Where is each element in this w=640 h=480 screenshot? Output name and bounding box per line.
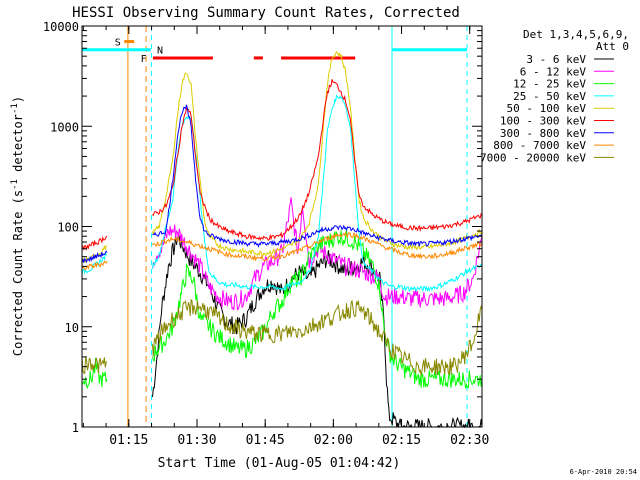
series-line-7000-20000-kev [81, 298, 483, 376]
legend-label-50-100-kev: 50 - 100 keV [507, 102, 587, 115]
legend-label-800-7000-kev: 800 - 7000 keV [493, 139, 586, 152]
y-tick-label: 1000 [50, 120, 79, 134]
flag-label-s: S [115, 38, 121, 49]
legend-label-100-300-kev: 100 - 300 keV [500, 115, 586, 128]
series-line-50-100-kev [81, 50, 483, 264]
y-tick-label: 1 [72, 421, 79, 435]
series-layer [81, 50, 483, 429]
axis-ticks: 1 10 100 1000 10000 01:15 01:30 01:45 02:00 02:15… [43, 20, 489, 448]
x-tick-label: 01:45 [246, 433, 285, 448]
y-axis-label: Corrected Count Rate (s-1 detector-1) [10, 96, 25, 356]
series-line-12-25-kev [81, 229, 483, 390]
legend-header-2: Att 0 [596, 40, 629, 53]
series-line-100-300-kev [81, 79, 483, 252]
chart-title: HESSI Observing Summary Count Rates, Cor… [72, 5, 460, 21]
y-tick-label: 10000 [43, 20, 79, 34]
series-line-300-800-kev [81, 104, 483, 264]
y-tick-label: 100 [57, 221, 79, 235]
footer-timestamp: 6-Apr-2010 20:54 [570, 468, 637, 476]
legend-label-300-800-kev: 300 - 800 keV [500, 127, 586, 140]
legend-label-3-6-kev: 3 - 6 keV [526, 53, 586, 66]
x-tick-label: 02:15 [382, 433, 421, 448]
legend-label-25-50-kev: 25 - 50 keV [513, 90, 586, 103]
x-tick-label: 02:30 [450, 433, 489, 448]
y-tick-label: 10 [65, 321, 79, 335]
flag-label-n: N [157, 46, 163, 57]
x-axis-label: Start Time (01-Aug-05 01:04:42) [158, 456, 401, 471]
series-line-6-12-kev [152, 197, 483, 311]
plot-frame [81, 25, 483, 428]
x-tick-label: 02:00 [314, 433, 353, 448]
legend-label-12-25-kev: 12 - 25 keV [513, 78, 586, 91]
x-tick-label: 01:15 [109, 433, 148, 448]
x-tick-label: 01:30 [177, 433, 216, 448]
series-line-25-50-kev [81, 94, 483, 293]
series-line-800-7000-kev [81, 231, 483, 271]
flag-label-f: F [141, 54, 147, 65]
legend-header-1: Det 1,3,4,5,6,9, [523, 28, 629, 41]
legend-label-6-12-kev: 6 - 12 keV [520, 65, 587, 78]
legend-label-7000-20000-kev: 7000 - 20000 keV [480, 151, 586, 164]
